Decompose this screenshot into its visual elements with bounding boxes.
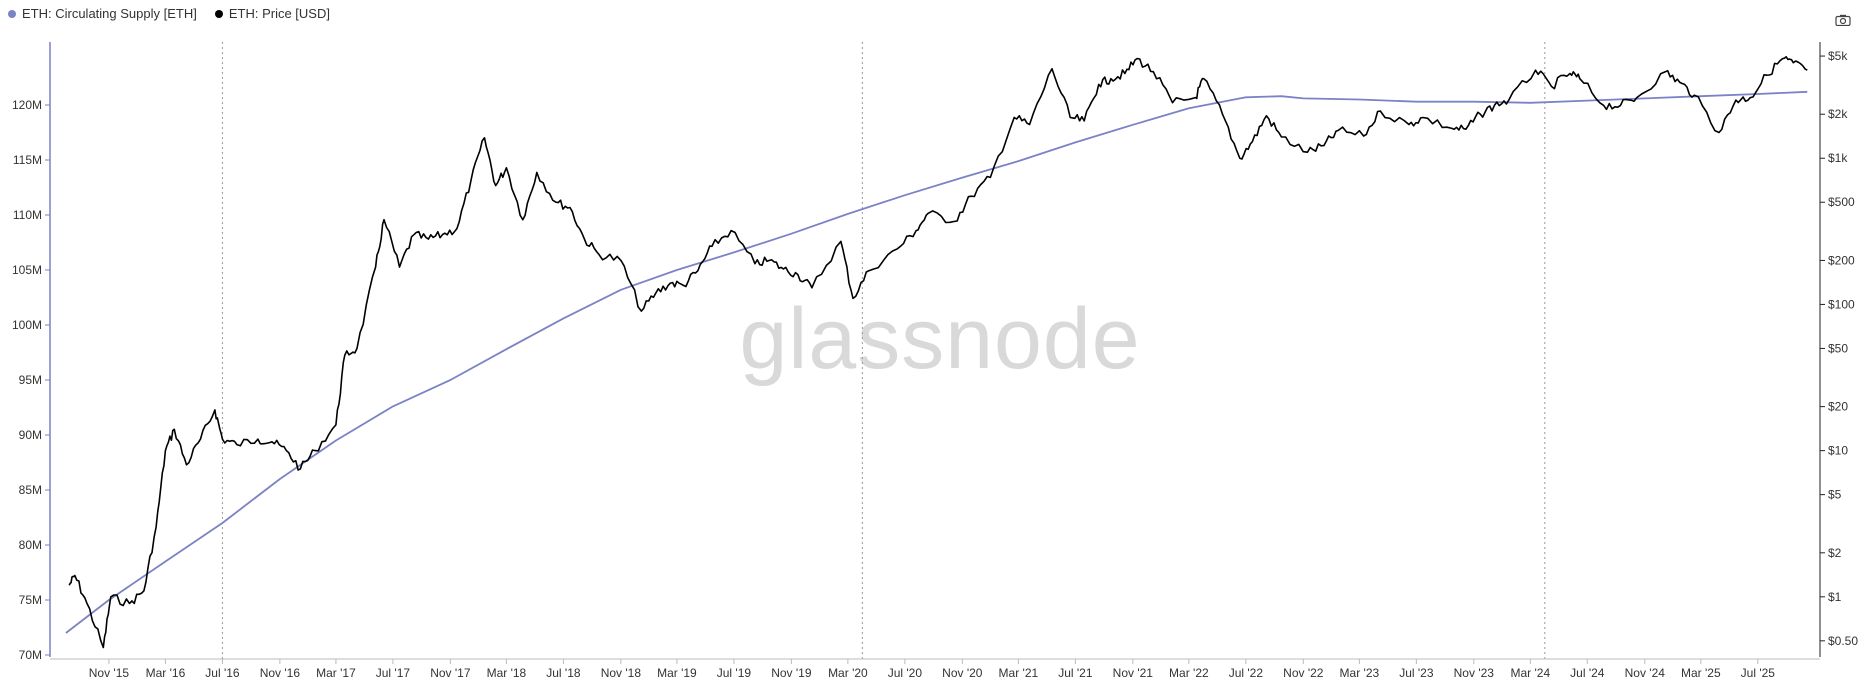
- right-tick-label: $500: [1828, 195, 1855, 209]
- x-tick-label: Jul '25: [1741, 666, 1776, 680]
- series-line-price: [68, 56, 1808, 649]
- legend-item-supply[interactable]: ETH: Circulating Supply [ETH]: [8, 6, 197, 21]
- right-tick-label: $10: [1828, 444, 1848, 458]
- x-tick-label: Mar '16: [146, 666, 186, 680]
- x-tick-label: Jul '20: [888, 666, 923, 680]
- legend-label-supply: ETH: Circulating Supply [ETH]: [22, 6, 197, 21]
- x-tick-label: Jul '19: [717, 666, 752, 680]
- series-group: [65, 56, 1808, 649]
- right-tick-label: $2: [1828, 546, 1842, 560]
- x-tick-label: Nov '20: [942, 666, 983, 680]
- right-tick-label: $5k: [1828, 49, 1848, 63]
- right-tick-label: $100: [1828, 297, 1855, 311]
- x-tick-label: Nov '23: [1454, 666, 1495, 680]
- x-axis-ticks: Nov '15 Mar '16 Jul '16 Nov '16 Mar '17 Jul '…: [89, 659, 1776, 680]
- left-axis-ticks: 70M 75M 80M 85M 90M 95M 100M 105M 110M 115M 120M: [12, 98, 50, 662]
- x-tick-label: Jul '23: [1399, 666, 1434, 680]
- right-tick-label: $0.50: [1828, 634, 1858, 648]
- right-tick-label: $5: [1828, 488, 1842, 502]
- left-tick-label: 100M: [12, 318, 42, 332]
- right-tick-label: $2k: [1828, 107, 1848, 121]
- x-tick-label: Mar '21: [999, 666, 1039, 680]
- right-tick-label: $1: [1828, 590, 1842, 604]
- legend-label-price: ETH: Price [USD]: [228, 6, 330, 21]
- x-tick-label: Nov '15: [89, 666, 130, 680]
- left-tick-label: 115M: [13, 153, 42, 167]
- x-tick-label: Mar '17: [316, 666, 356, 680]
- right-tick-label: $50: [1828, 341, 1848, 355]
- legend-dot-price: [214, 9, 223, 18]
- axes: [49, 42, 1821, 660]
- x-tick-label: Nov '17: [430, 666, 471, 680]
- left-tick-label: 85M: [19, 483, 42, 497]
- left-tick-label: 110M: [13, 208, 42, 222]
- left-tick-label: 90M: [19, 428, 42, 442]
- x-tick-label: Mar '24: [1511, 666, 1551, 680]
- x-tick-label: Nov '22: [1283, 666, 1324, 680]
- x-tick-label: Mar '18: [487, 666, 527, 680]
- chart-legend: ETH: Circulating Supply [ETH] ETH: Price…: [8, 6, 330, 21]
- x-tick-label: Jul '22: [1229, 666, 1264, 680]
- left-tick-label: 95M: [19, 373, 42, 387]
- x-tick-label: Jul '17: [376, 666, 411, 680]
- legend-item-price[interactable]: ETH: Price [USD]: [214, 6, 330, 21]
- camera-icon[interactable]: [1835, 14, 1851, 26]
- x-tick-label: Mar '20: [828, 666, 868, 680]
- x-tick-label: Jul '24: [1570, 666, 1605, 680]
- right-tick-label: $200: [1828, 253, 1855, 267]
- right-tick-label: $1k: [1828, 151, 1848, 165]
- series-line-supply: [65, 90, 1808, 634]
- left-tick-label: 120M: [12, 98, 42, 112]
- right-tick-label: $20: [1828, 400, 1848, 414]
- right-axis-ticks: $0.50 $1 $2 $5 $10 $20 $50 $100 $200 $500 $1k $2k $5…: [1820, 49, 1858, 648]
- left-tick-label: 75M: [19, 593, 42, 607]
- x-tick-label: Nov '18: [601, 666, 642, 680]
- x-tick-label: Nov '19: [771, 666, 812, 680]
- x-tick-label: Jul '21: [1058, 666, 1093, 680]
- x-tick-label: Jul '18: [546, 666, 581, 680]
- x-tick-label: Mar '19: [657, 666, 697, 680]
- watermark: glassnode: [739, 291, 1140, 387]
- left-tick-label: 70M: [19, 648, 42, 662]
- legend-dot-supply: [8, 9, 16, 18]
- x-tick-label: Mar '23: [1340, 666, 1380, 680]
- x-tick-label: Mar '25: [1681, 666, 1721, 680]
- x-tick-label: Mar '22: [1169, 666, 1209, 680]
- x-tick-label: Nov '16: [260, 666, 301, 680]
- left-tick-label: 80M: [19, 538, 42, 552]
- x-tick-label: Nov '21: [1113, 666, 1154, 680]
- left-tick-label: 105M: [12, 263, 42, 277]
- x-tick-label: Nov '24: [1625, 666, 1666, 680]
- x-tick-label: Jul '16: [205, 666, 240, 680]
